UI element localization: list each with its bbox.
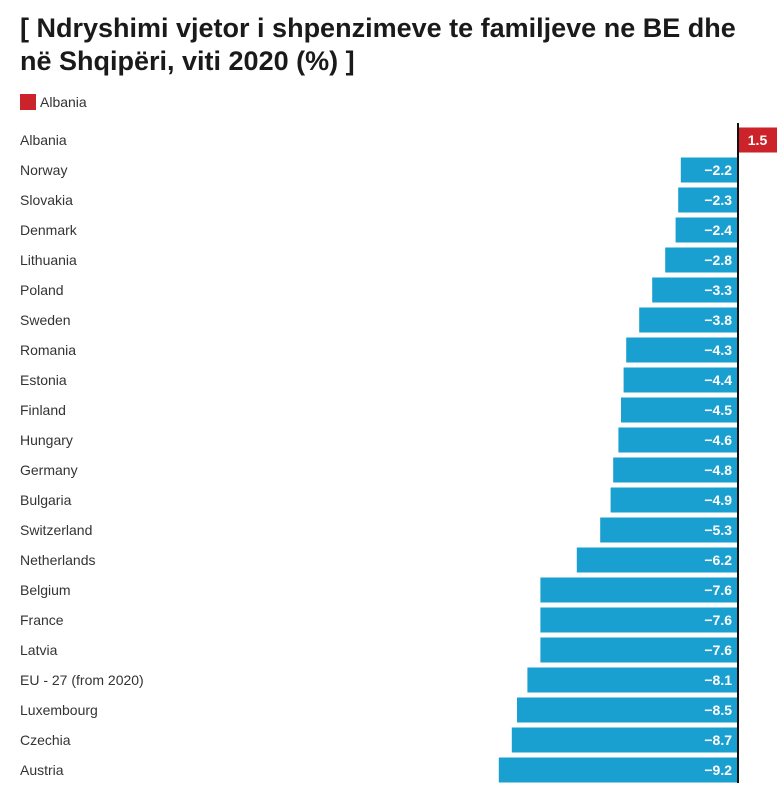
- bar-estonia: [623, 367, 738, 393]
- category-label-sweden: Sweden: [20, 312, 71, 328]
- value-label-belgium: −7.6: [704, 582, 732, 598]
- category-label-switzerland: Switzerland: [20, 522, 92, 538]
- category-label-czechia: Czechia: [20, 732, 71, 748]
- legend: Albania: [20, 94, 87, 110]
- category-label-poland: Poland: [20, 282, 64, 298]
- bar-denmark: [675, 217, 738, 243]
- category-label-slovakia: Slovakia: [20, 192, 73, 208]
- bar-latvia: [540, 637, 738, 663]
- bar-czechia: [511, 727, 738, 753]
- bar-eu-27-from-2020: [527, 667, 738, 693]
- value-label-eu-27-from-2020: −8.1: [704, 672, 732, 688]
- bar-france: [540, 607, 738, 633]
- value-label-sweden: −3.8: [704, 312, 732, 328]
- category-label-lithuania: Lithuania: [20, 252, 77, 268]
- value-label-germany: −4.8: [704, 462, 732, 478]
- bar-norway: [680, 157, 738, 183]
- value-label-hungary: −4.6: [704, 432, 732, 448]
- bar-romania: [626, 337, 738, 363]
- value-label-switzerland: −5.3: [704, 522, 732, 538]
- value-label-poland: −3.3: [704, 282, 732, 298]
- value-label-romania: −4.3: [704, 342, 732, 358]
- value-label-latvia: −7.6: [704, 642, 732, 658]
- value-label-bulgaria: −4.9: [704, 492, 732, 508]
- bar-luxembourg: [517, 697, 738, 723]
- category-label-estonia: Estonia: [20, 372, 67, 388]
- value-label-czechia: −8.7: [704, 732, 732, 748]
- category-label-denmark: Denmark: [20, 222, 78, 238]
- bar-netherlands: [576, 547, 738, 573]
- category-label-eu-27-from-2020: EU - 27 (from 2020): [20, 672, 144, 688]
- bar-sweden: [639, 307, 738, 333]
- value-label-france: −7.6: [704, 612, 732, 628]
- category-label-belgium: Belgium: [20, 582, 71, 598]
- bar-switzerland: [600, 517, 738, 543]
- category-label-hungary: Hungary: [20, 432, 73, 448]
- bar-slovakia: [678, 187, 738, 213]
- category-label-austria: Austria: [20, 762, 64, 778]
- bar-austria: [498, 757, 738, 783]
- value-label-albania: 1.5: [748, 132, 768, 148]
- bar-finland: [621, 397, 738, 423]
- category-label-latvia: Latvia: [20, 642, 58, 658]
- value-label-denmark: −2.4: [704, 222, 732, 238]
- chart-title: [ Ndryshimi vjetor i shpenzimeve te fami…: [20, 13, 736, 76]
- category-label-finland: Finland: [20, 402, 66, 418]
- category-label-netherlands: Netherlands: [20, 552, 96, 568]
- bar-germany: [613, 457, 738, 483]
- bar-hungary: [618, 427, 738, 453]
- category-label-france: France: [20, 612, 64, 628]
- bar-bulgaria: [610, 487, 738, 513]
- category-label-bulgaria: Bulgaria: [20, 492, 72, 508]
- category-label-albania: Albania: [20, 132, 67, 148]
- category-label-germany: Germany: [20, 462, 78, 478]
- category-label-luxembourg: Luxembourg: [20, 702, 98, 718]
- value-label-luxembourg: −8.5: [704, 702, 732, 718]
- value-label-lithuania: −2.8: [704, 252, 732, 268]
- value-label-estonia: −4.4: [704, 372, 732, 388]
- legend-label-albania: Albania: [40, 94, 87, 110]
- bar-poland: [652, 277, 738, 303]
- bar-lithuania: [665, 247, 738, 273]
- value-label-finland: −4.5: [704, 402, 732, 418]
- legend-swatch-albania: [20, 94, 36, 110]
- value-label-norway: −2.2: [704, 162, 732, 178]
- value-label-slovakia: −2.3: [704, 192, 732, 208]
- bar-albania: [738, 127, 777, 153]
- bar-belgium: [540, 577, 738, 603]
- category-label-norway: Norway: [20, 162, 67, 178]
- category-label-romania: Romania: [20, 342, 76, 358]
- value-label-netherlands: −6.2: [704, 552, 732, 568]
- value-label-austria: −9.2: [704, 762, 732, 778]
